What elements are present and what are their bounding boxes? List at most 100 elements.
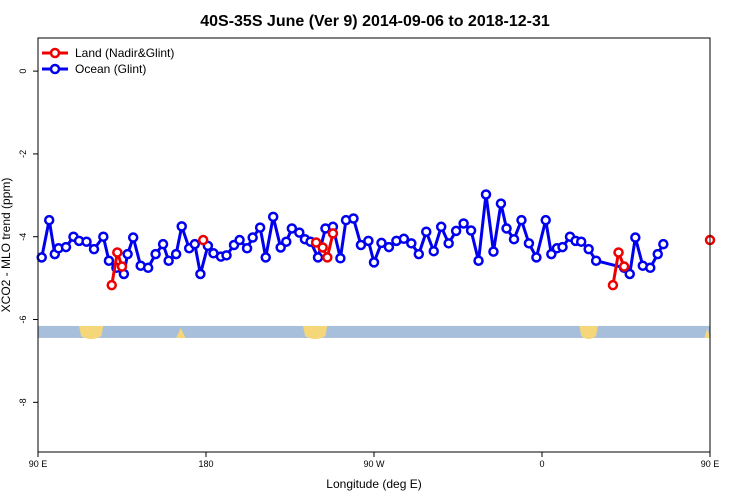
land-series-point bbox=[613, 247, 624, 258]
ocean-series-point bbox=[458, 218, 469, 229]
ocean-series-point bbox=[443, 238, 454, 249]
ocean-series-point bbox=[376, 237, 387, 249]
ocean-series-point bbox=[624, 268, 635, 280]
ocean-series-point bbox=[508, 233, 520, 245]
plot-frame bbox=[37, 37, 711, 453]
land-series-point bbox=[322, 252, 333, 263]
ocean-series-point bbox=[254, 222, 266, 233]
x-axis-label: Longitude (deg E) bbox=[326, 477, 421, 491]
ocean-series-point bbox=[516, 214, 527, 226]
map-land bbox=[79, 325, 104, 339]
ocean-series-point bbox=[103, 255, 115, 266]
ocean-series-point bbox=[652, 248, 663, 260]
ocean-series-point bbox=[413, 248, 425, 260]
x-tick-label: 90 E bbox=[29, 459, 48, 469]
ocean-series-point bbox=[195, 268, 206, 280]
ocean-series-point bbox=[630, 232, 641, 243]
ocean-series-point bbox=[170, 248, 182, 260]
legend-land-label: Land (Nadir&Glint) bbox=[75, 46, 174, 60]
land-series-point bbox=[618, 261, 630, 272]
ocean-series-point bbox=[435, 221, 447, 233]
chart-title: 40S-35S June (Ver 9) 2014-09-06 to 2018-… bbox=[200, 13, 550, 30]
land-series-point bbox=[116, 261, 128, 272]
map-land bbox=[303, 325, 328, 339]
ocean-series-point bbox=[406, 238, 417, 249]
ocean-series-point bbox=[590, 255, 602, 266]
y-tick-label: 0 bbox=[18, 69, 28, 74]
ocean-series-point bbox=[557, 241, 568, 253]
ocean-series-point bbox=[312, 252, 324, 263]
ocean-series-point bbox=[645, 262, 656, 274]
land-series-point bbox=[317, 242, 328, 253]
plot-area bbox=[36, 189, 716, 339]
legend: Land (Nadir&Glint) Ocean (Glint) bbox=[42, 46, 174, 76]
legend-ocean-marker bbox=[49, 63, 61, 75]
ocean-series-point bbox=[363, 235, 374, 247]
ocean-series-point bbox=[495, 198, 507, 209]
ocean-series-point bbox=[523, 238, 535, 249]
ocean-series-point bbox=[335, 252, 346, 264]
ocean-series-point bbox=[398, 233, 410, 245]
legend-ocean-label: Ocean (Glint) bbox=[75, 62, 146, 76]
map-band bbox=[38, 325, 710, 338]
ocean-series-point bbox=[488, 246, 499, 257]
x-tick-label: 90 W bbox=[363, 459, 385, 469]
ocean-series-point bbox=[658, 238, 669, 250]
ocean-series-point bbox=[98, 231, 109, 242]
ocean-series-point bbox=[189, 238, 201, 250]
ocean-series-point bbox=[421, 226, 432, 238]
ocean-series-point bbox=[281, 236, 292, 247]
x-axis: 90 E 180 90 W 0 90 E bbox=[29, 452, 720, 469]
land-series-point bbox=[106, 279, 117, 291]
ocean-series-point bbox=[88, 243, 100, 255]
map-land bbox=[176, 327, 186, 338]
ocean-series-point bbox=[150, 248, 161, 260]
ocean-series-point bbox=[36, 252, 47, 263]
ocean-series-point bbox=[368, 257, 380, 268]
ocean-series-point bbox=[540, 214, 551, 226]
ocean-series-point bbox=[480, 189, 492, 200]
land-series-point bbox=[607, 279, 619, 291]
ocean-series-point bbox=[383, 241, 395, 253]
y-axis-label: XCO2 - MLO trend (ppm) bbox=[0, 178, 13, 313]
y-axis: 0 -2 -4 -6 -8 bbox=[18, 69, 38, 406]
ocean-series-point bbox=[348, 213, 359, 224]
ocean-series-point bbox=[575, 236, 587, 247]
ocean-series-point bbox=[241, 243, 253, 254]
y-tick-label: -8 bbox=[18, 398, 28, 406]
ocean-series-point bbox=[157, 238, 169, 250]
ocean-series-point bbox=[501, 223, 512, 234]
ocean-series-point bbox=[294, 227, 305, 238]
ocean-series-point bbox=[260, 252, 271, 263]
y-tick-label: -2 bbox=[18, 150, 28, 158]
x-tick-label: 180 bbox=[198, 459, 213, 469]
map-land bbox=[704, 327, 710, 338]
ocean-series-point bbox=[428, 245, 439, 257]
land-series-point bbox=[112, 247, 123, 258]
ocean-series-point bbox=[127, 232, 139, 243]
ocean-series-point bbox=[473, 255, 484, 266]
ocean-series-point bbox=[43, 214, 55, 226]
land-series-point bbox=[327, 228, 339, 239]
ocean-series-point bbox=[81, 236, 92, 247]
ocean-series-point bbox=[531, 252, 542, 263]
ocean-series-point bbox=[355, 239, 367, 251]
ocean-series-point bbox=[583, 243, 594, 255]
ocean-series-point bbox=[122, 248, 133, 260]
ocean-series-point bbox=[234, 234, 245, 246]
legend-land-marker bbox=[49, 47, 61, 59]
ocean-series-point bbox=[142, 262, 154, 274]
land-series-point bbox=[197, 234, 209, 246]
y-tick-label: -4 bbox=[18, 233, 28, 241]
map-land bbox=[579, 325, 598, 339]
ocean-series-point bbox=[221, 250, 232, 261]
ocean-series-point bbox=[60, 241, 72, 253]
ocean-series-point bbox=[163, 255, 174, 266]
ocean-series-point bbox=[247, 232, 258, 243]
land-series-point bbox=[310, 237, 322, 248]
ocean-series-point bbox=[450, 225, 462, 237]
y-tick-label: -6 bbox=[18, 316, 28, 324]
ocean-series-point bbox=[267, 211, 279, 223]
x-tick-label: 90 E bbox=[701, 459, 720, 469]
